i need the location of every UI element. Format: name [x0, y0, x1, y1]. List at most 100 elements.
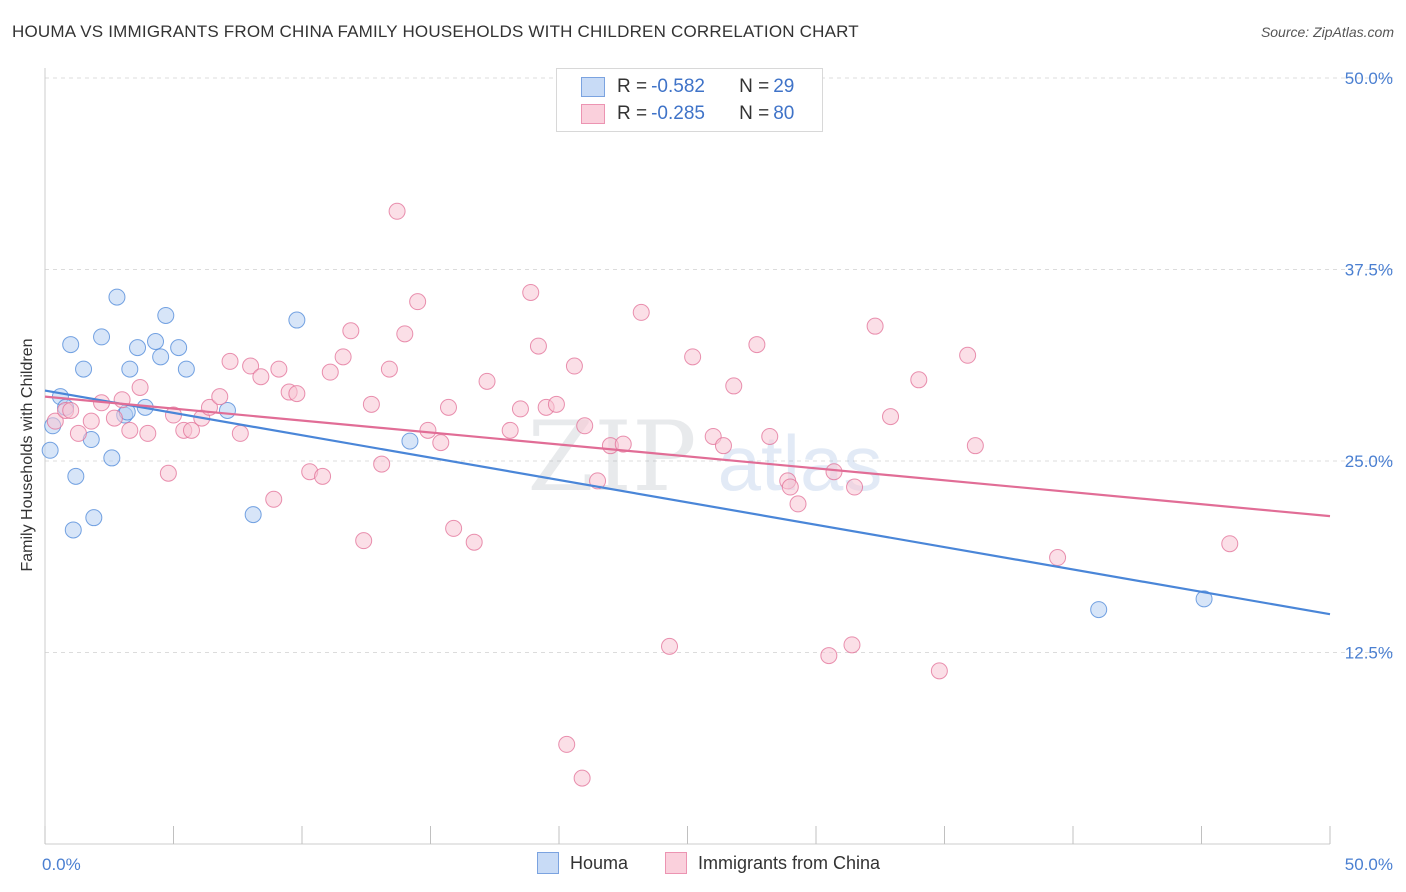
china-point: [409, 293, 427, 311]
source-label: Source: ZipAtlas.com: [1260, 24, 1394, 40]
houma-point: [64, 521, 82, 539]
china-trend-line: [44, 395, 1331, 518]
chart-title: HOUMA VS IMMIGRANTS FROM CHINA FAMILY HO…: [12, 22, 859, 41]
china-point: [573, 769, 591, 787]
y-tick-label: 12.5%: [1345, 644, 1393, 663]
legend-n-value: 80: [773, 103, 795, 124]
china-point: [334, 348, 352, 366]
x-tick-label: 0.0%: [42, 855, 81, 874]
china-point: [314, 467, 332, 485]
legend-swatch-houma: [581, 77, 605, 97]
china-point: [439, 398, 457, 416]
china-point: [910, 371, 928, 389]
china-point: [761, 427, 779, 445]
houma-point: [288, 311, 306, 329]
series-legend-houma: Houma: [537, 852, 628, 874]
china-point: [362, 395, 380, 413]
legend-n-label: N =: [739, 76, 770, 97]
china-point: [182, 421, 200, 439]
china-point: [714, 437, 732, 455]
china-point: [46, 412, 64, 430]
china-point: [139, 424, 157, 442]
china-point: [547, 395, 565, 413]
china-point: [131, 378, 149, 396]
correlation-legend: R = -0.582 N = 29 R = -0.285 N = 80: [556, 68, 823, 132]
china-point: [231, 424, 249, 442]
china-point: [478, 372, 496, 390]
legend-r-label: R =: [617, 103, 648, 124]
houma-point: [103, 449, 121, 467]
china-point: [614, 435, 632, 453]
china-point: [432, 434, 450, 452]
watermark-zip: ZIP: [527, 401, 696, 513]
china-point: [930, 662, 948, 680]
y-tick-label: 25.0%: [1345, 452, 1393, 471]
china-point: [661, 637, 679, 655]
tick-labels: 12.5% 25.0% 37.5% 50.0% 0.0% 50.0%: [42, 69, 1393, 874]
china-point: [288, 385, 306, 403]
series-legend: Houma Immigrants from China: [0, 852, 1406, 876]
china-point: [82, 412, 100, 430]
houma-point: [177, 360, 195, 378]
china-point: [789, 495, 807, 513]
china-point: [373, 455, 391, 473]
china-point: [270, 360, 288, 378]
china-point: [388, 202, 406, 220]
china-point: [445, 519, 463, 537]
china-point: [342, 322, 360, 340]
houma-point: [1195, 590, 1213, 608]
china-point: [632, 303, 650, 321]
houma-point: [1090, 601, 1108, 619]
houma-point: [170, 339, 188, 357]
china-point: [846, 478, 864, 496]
china-point: [69, 424, 87, 442]
houma-point: [62, 336, 80, 354]
houma-point: [41, 441, 59, 459]
china-point: [1049, 549, 1067, 567]
china-point: [558, 735, 576, 753]
legend-row-china: R = -0.285 N = 80: [581, 102, 794, 126]
china-point: [159, 464, 177, 482]
china-point: [684, 348, 702, 366]
china-point: [265, 490, 283, 508]
houma-point: [244, 506, 262, 524]
houma-trend-line: [44, 389, 1331, 616]
china-point: [221, 352, 239, 370]
houma-point: [108, 288, 126, 306]
y-tick-label: 37.5%: [1345, 261, 1393, 280]
legend-n-label: N =: [739, 103, 770, 124]
china-point: [355, 532, 373, 550]
china-point: [820, 647, 838, 665]
china-point: [252, 368, 270, 386]
china-point: [843, 636, 861, 654]
china-point: [966, 437, 984, 455]
series-label-china: Immigrants from China: [698, 852, 881, 873]
china-point: [1221, 535, 1239, 553]
china-point: [511, 400, 529, 418]
legend-n-value: 29: [773, 76, 795, 97]
china-point: [501, 421, 519, 439]
trend-lines: [44, 389, 1331, 616]
china-point: [321, 363, 339, 381]
houma-point: [85, 509, 103, 527]
houma-point: [121, 360, 139, 378]
series-label-houma: Houma: [570, 852, 629, 873]
houma-point: [129, 339, 147, 357]
china-point: [396, 325, 414, 343]
china-point: [866, 317, 884, 335]
china-point: [121, 421, 139, 439]
houma-point: [67, 467, 85, 485]
series-swatch-houma: [537, 852, 559, 874]
legend-swatch-china: [581, 104, 605, 124]
houma-point: [93, 328, 111, 346]
legend-row-houma: R = -0.582 N = 29: [581, 75, 794, 99]
series-swatch-china: [665, 852, 687, 874]
legend-r-value: -0.285: [651, 103, 705, 124]
houma-point: [401, 432, 419, 450]
houma-point: [75, 360, 93, 378]
china-point: [522, 283, 540, 301]
china-point: [725, 377, 743, 395]
china-point: [882, 408, 900, 426]
houma-point: [152, 348, 170, 366]
china-point: [105, 409, 123, 427]
